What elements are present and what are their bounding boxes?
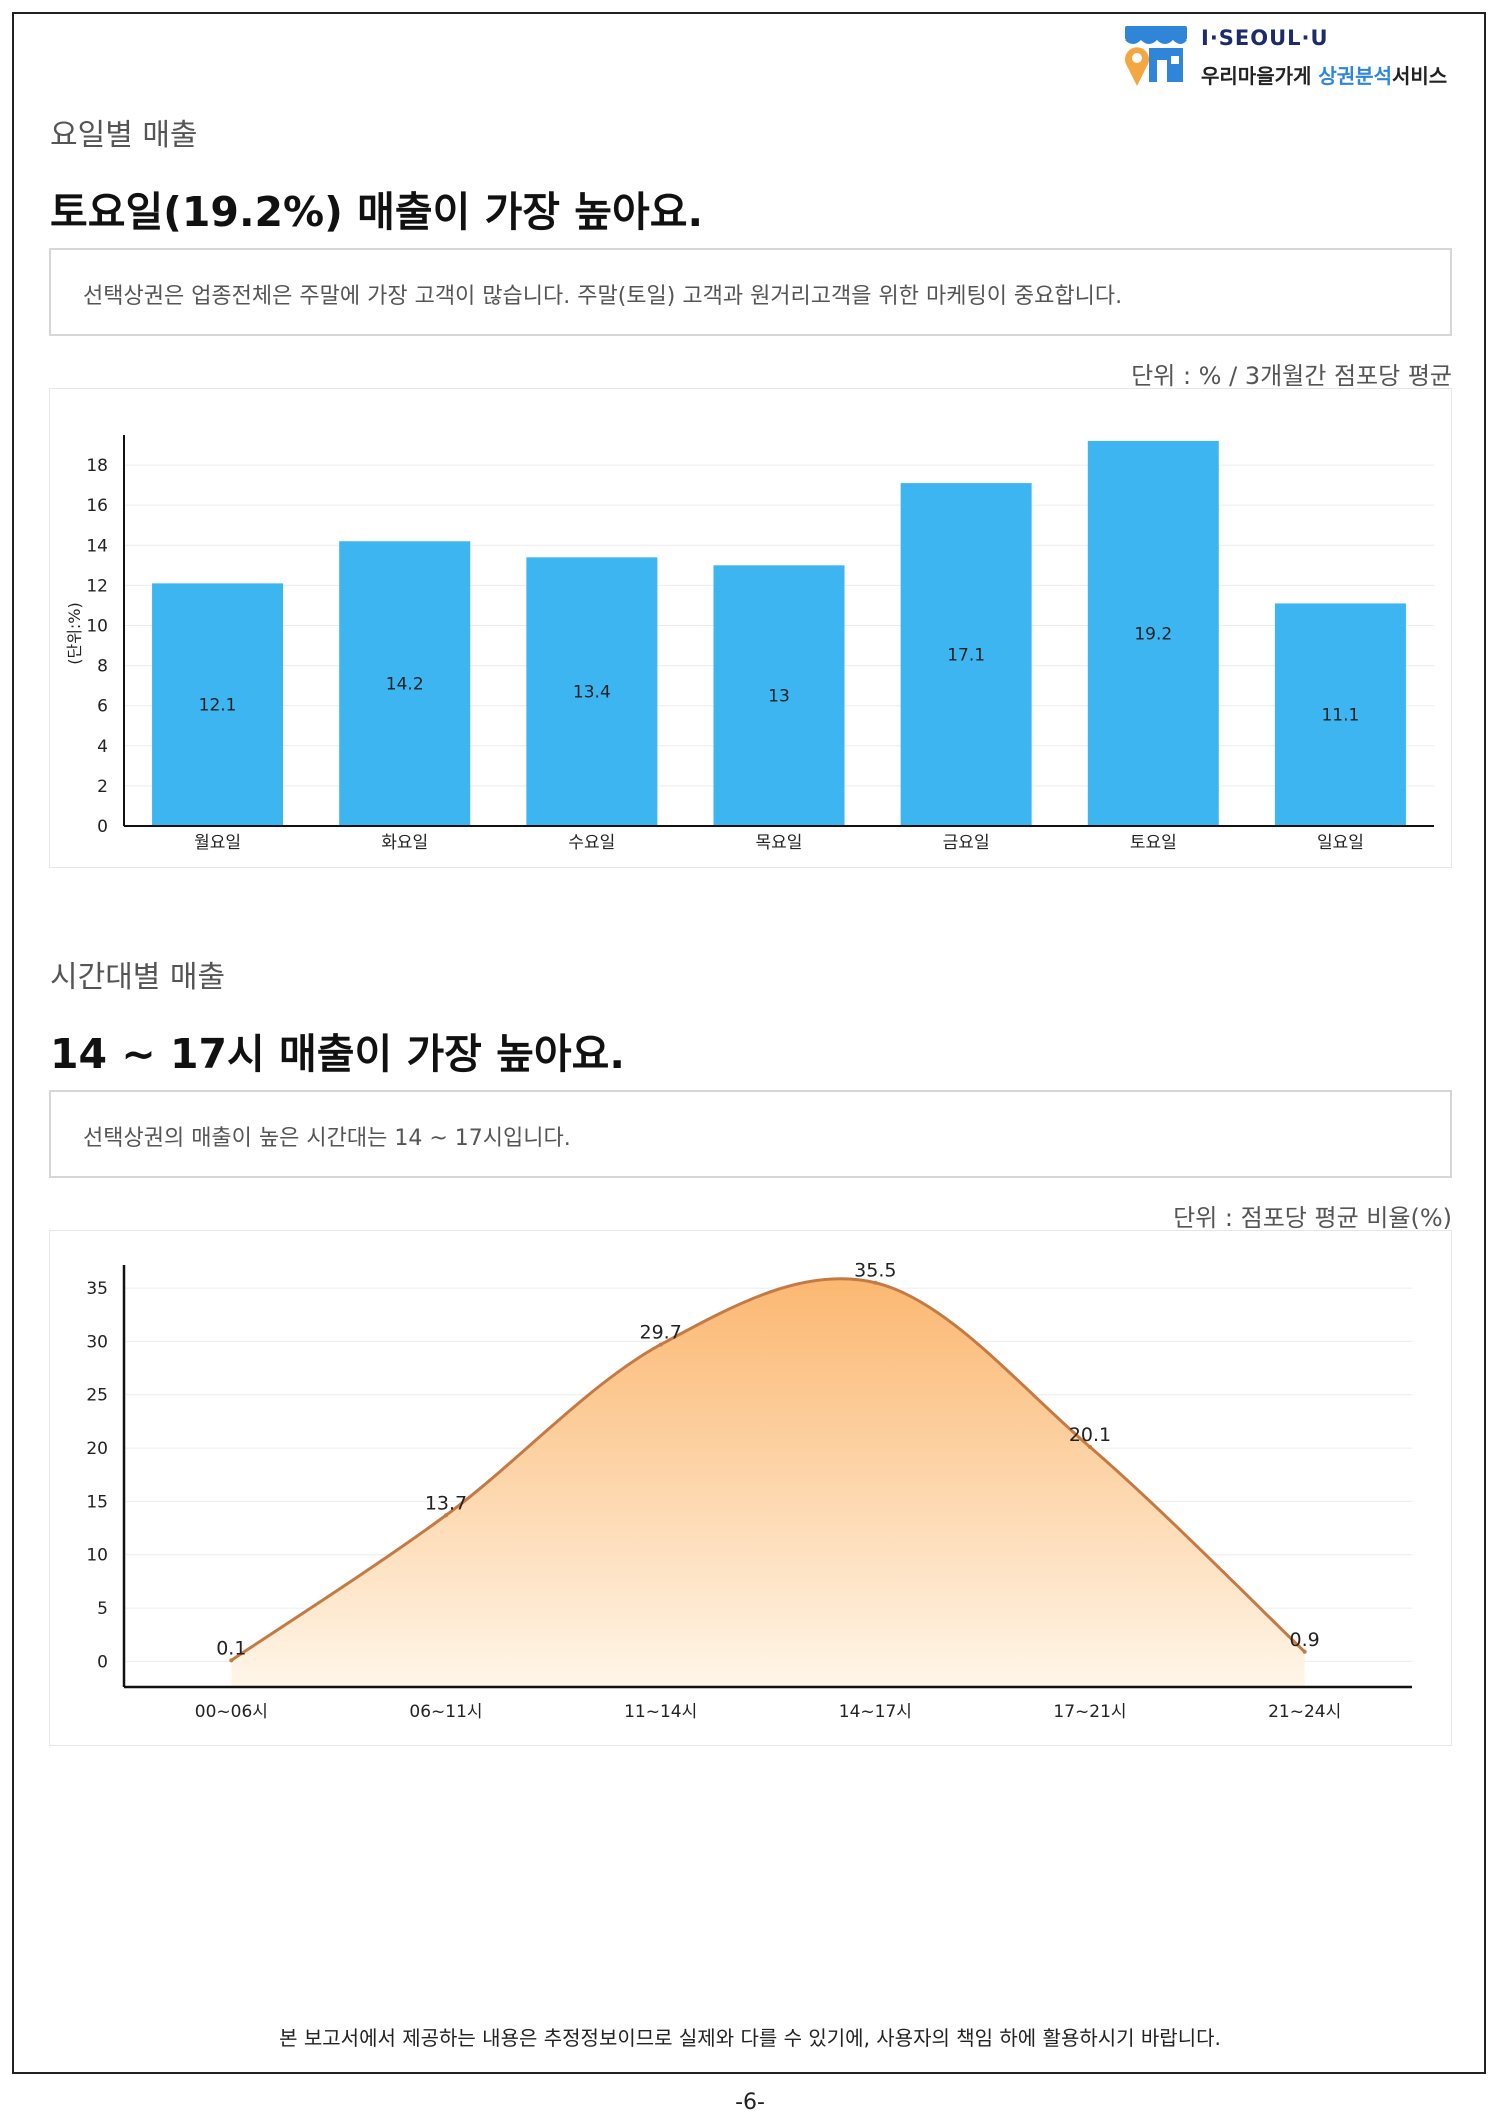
area-value-label: 35.5 <box>854 1260 896 1282</box>
bar-value-label: 13 <box>768 687 790 707</box>
service-name: 우리마을가게 상권분석서비스 <box>1201 60 1447 89</box>
area-value-label: 29.7 <box>640 1322 682 1344</box>
bar-y-tick-label: 8 <box>97 657 108 677</box>
weekday-note-box: 선택상권은 업종전체은 주말에 가장 고객이 많습니다. 주말(토일) 고객과 … <box>49 248 1452 336</box>
bar-x-tick-label: 목요일 <box>756 833 803 853</box>
bar-수요일 <box>526 557 658 826</box>
area-x-tick-label: 17~21시 <box>1053 1702 1126 1722</box>
bar-토요일 <box>1087 441 1219 826</box>
time-chart-box: 0 5 10 15 20 25 30 35 0.1 00~06시 13.7 06~11시 29.7 11~… <box>49 1230 1452 1746</box>
area-y-tick-label: 15 <box>86 1492 108 1512</box>
bar-x-tick-label: 화요일 <box>381 833 428 853</box>
bar-화요일 <box>339 541 471 826</box>
brand-name: I·SEOUL·U <box>1201 26 1329 50</box>
bar-목요일 <box>713 565 845 826</box>
area-y-tick-label: 25 <box>86 1386 108 1406</box>
area-y-tick-label: 10 <box>86 1546 108 1566</box>
area-x-tick-label: 14~17시 <box>839 1702 912 1722</box>
seoul-logo: I·SEOUL·U 우리마을가게 상권분석서비스 <box>1123 22 1483 90</box>
service-prefix: 우리마을가게 <box>1201 64 1319 88</box>
bar-y-axis-label: (단위:%) <box>65 602 84 665</box>
service-accent: 상권분석 <box>1318 64 1392 88</box>
page-number: -6- <box>735 2090 765 2115</box>
bar-y-tick-label: 2 <box>97 777 108 797</box>
bar-x-tick-label: 일요일 <box>1317 833 1364 853</box>
area-point <box>873 1280 878 1285</box>
shop-pin-icon <box>1125 26 1187 86</box>
bar-y-tick-label: 18 <box>86 456 108 476</box>
page-frame <box>12 12 1486 2074</box>
bar-월요일 <box>152 583 284 826</box>
time-note-text: 선택상권의 매출이 높은 시간대는 14 ~ 17시입니다. <box>83 1126 571 1151</box>
time-section-label: 시간대별 매출 <box>50 960 226 995</box>
bar-value-label: 19.2 <box>1134 625 1172 645</box>
area-x-tick-label: 00~06시 <box>195 1702 268 1722</box>
weekday-chart-box: 0 2 4 6 8 10 12 14 16 18 12.1 월요일 14.2 화요일 13.4 수요일 13 목요… <box>49 388 1452 868</box>
bar-금요일 <box>900 483 1032 826</box>
area-point <box>658 1342 663 1347</box>
bar-y-tick-label: 6 <box>97 697 108 717</box>
area-fill <box>231 1278 1305 1687</box>
area-y-tick-label: 30 <box>86 1332 108 1352</box>
area-x-tick-label: 21~24시 <box>1268 1702 1341 1722</box>
area-point <box>1088 1445 1092 1449</box>
area-value-label: 20.1 <box>1069 1424 1111 1446</box>
bar-y-tick-label: 0 <box>97 817 108 837</box>
bar-일요일 <box>1274 603 1406 826</box>
bar-value-label: 13.4 <box>573 683 611 703</box>
service-suffix: 서비스 <box>1391 64 1448 88</box>
weekday-section-label: 요일별 매출 <box>50 118 198 153</box>
area-value-label: 13.7 <box>425 1492 467 1514</box>
area-y-tick-label: 5 <box>97 1599 108 1619</box>
area-point <box>1302 1649 1307 1654</box>
bar-value-label: 11.1 <box>1321 706 1359 726</box>
weekday-unit-label: 단위 : % / 3개월간 점포당 평균 <box>1131 362 1452 390</box>
area-y-tick-label: 35 <box>86 1279 108 1299</box>
area-y-tick-label: 20 <box>86 1439 108 1459</box>
weekday-headline: 토요일(19.2%) 매출이 가장 높아요. <box>50 188 704 236</box>
bar-value-label: 12.1 <box>199 696 237 716</box>
bar-y-tick-label: 10 <box>86 616 108 636</box>
bar-x-tick-label: 토요일 <box>1130 833 1177 853</box>
area-value-label: 0.1 <box>216 1637 246 1659</box>
bar-x-tick-label: 월요일 <box>194 833 241 853</box>
area-y-tick-label: 0 <box>97 1652 108 1672</box>
area-point <box>229 1658 234 1663</box>
time-area-chart: 0 5 10 15 20 25 30 35 0.1 00~06시 13.7 06~11시 29.7 11~… <box>86 1260 1412 1722</box>
area-x-tick-label: 11~14시 <box>624 1702 697 1722</box>
bar-y-tick-label: 16 <box>86 496 108 516</box>
time-headline: 14 ~ 17시 매출이 가장 높아요. <box>50 1030 625 1078</box>
area-series-line <box>230 1277 1306 1662</box>
bar-y-tick-label: 4 <box>97 737 108 757</box>
bar-value-label: 14.2 <box>386 675 424 695</box>
time-unit-label: 단위 : 점포당 평균 비율(%) <box>1173 1204 1452 1232</box>
weekday-note-text: 선택상권은 업종전체은 주말에 가장 고객이 많습니다. 주말(토일) 고객과 … <box>83 284 1123 309</box>
bar-y-tick-label: 12 <box>86 576 108 596</box>
bar-x-tick-label: 수요일 <box>568 833 615 853</box>
area-value-label: 0.9 <box>1290 1629 1320 1651</box>
weekday-bar-chart: 0 2 4 6 8 10 12 14 16 18 12.1 월요일 14.2 화요일 13.4 수요일 13 목요… <box>65 435 1434 853</box>
time-note-box: 선택상권의 매출이 높은 시간대는 14 ~ 17시입니다. <box>49 1090 1452 1178</box>
bar-x-tick-label: 금요일 <box>943 833 990 853</box>
area-x-tick-label: 06~11시 <box>409 1702 482 1722</box>
bar-value-label: 17.1 <box>947 646 985 666</box>
disclaimer-text: 본 보고서에서 제공하는 내용은 추정정보이므로 실제와 다를 수 있기에, 사… <box>279 2026 1221 2050</box>
area-point <box>444 1513 448 1518</box>
bar-y-tick-label: 14 <box>86 536 108 556</box>
